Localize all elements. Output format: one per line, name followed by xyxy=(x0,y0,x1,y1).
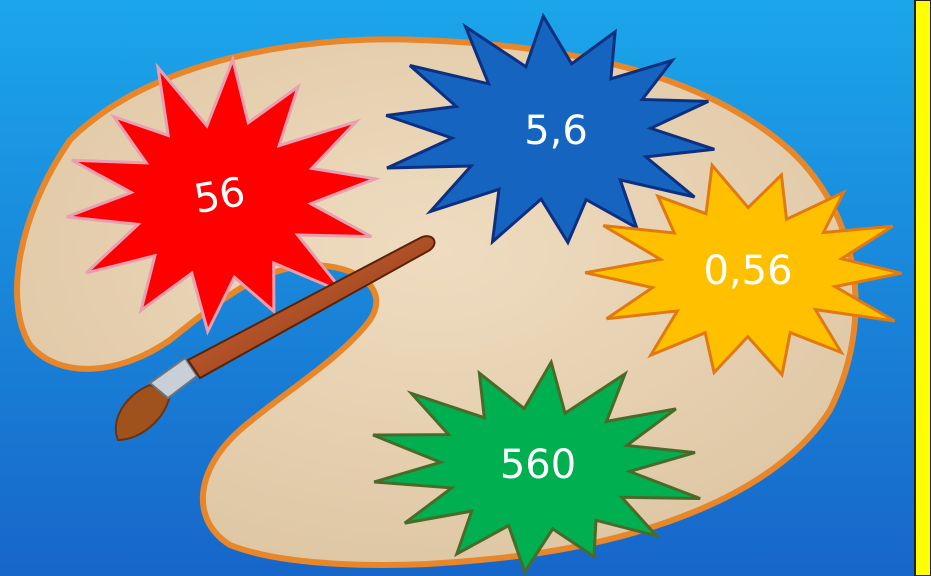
burst xyxy=(385,12,715,246)
burst-label: 56 xyxy=(191,169,249,223)
burst-label: 560 xyxy=(500,442,576,488)
burst-label: 0,56 xyxy=(703,248,792,294)
burst-label: 5,6 xyxy=(524,108,588,154)
brush xyxy=(114,235,436,442)
burst xyxy=(372,358,701,576)
burst xyxy=(584,161,902,379)
burst xyxy=(66,54,381,336)
side-strip xyxy=(914,0,931,576)
